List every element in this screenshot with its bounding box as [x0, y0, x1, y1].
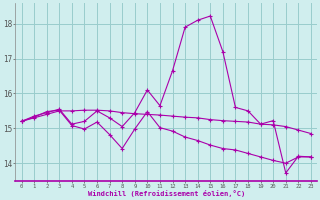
X-axis label: Windchill (Refroidissement éolien,°C): Windchill (Refroidissement éolien,°C) — [88, 190, 245, 197]
